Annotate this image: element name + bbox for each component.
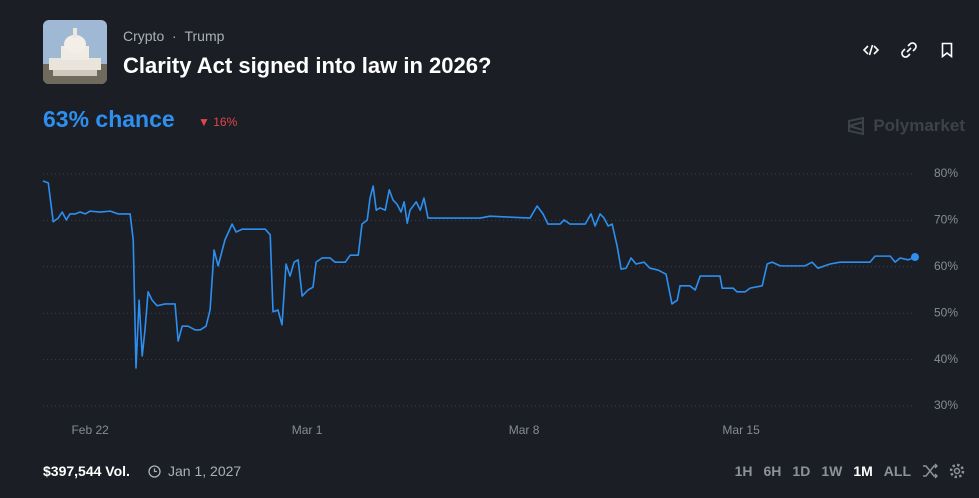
range-button[interactable]: 1M — [853, 463, 873, 479]
tag[interactable]: Trump — [184, 28, 225, 44]
y-tick-label: 50% — [934, 305, 958, 319]
clock-icon — [148, 464, 161, 478]
actions — [863, 42, 955, 58]
range-button[interactable]: 1D — [792, 463, 811, 479]
market-title: Clarity Act signed into law in 2026? — [123, 53, 492, 78]
separator: · — [168, 28, 181, 44]
change-value: 16% — [213, 115, 238, 129]
end-date-text: Jan 1, 2027 — [168, 463, 242, 479]
x-tick-label: Mar 15 — [722, 423, 760, 437]
category[interactable]: Crypto — [123, 28, 165, 44]
brand-name: Polymarket — [873, 116, 965, 135]
range-selector: 1H 6H 1D 1W 1M ALL — [735, 463, 965, 479]
chart: 80% 70% 60% 50% 40% 30% Feb 22 Mar 1 Mar 8 Mar 15 — [42, 166, 958, 437]
y-tick-label: 40% — [934, 352, 958, 366]
down-arrow: ▼ — [198, 115, 214, 129]
change: ▼ 16% — [198, 115, 237, 129]
range-button[interactable]: 1W — [821, 463, 843, 479]
x-tick-label: Mar 8 — [509, 423, 540, 437]
breadcrumb: Crypto · Trump — [123, 28, 224, 44]
range-button[interactable]: 1H — [734, 463, 753, 479]
y-tick-label: 70% — [934, 213, 958, 227]
chance: 63% chance — [43, 106, 175, 132]
y-tick-label: 60% — [934, 259, 958, 273]
bookmark-button[interactable] — [939, 42, 955, 58]
embed-button[interactable] — [863, 42, 879, 58]
range-button[interactable]: 6H — [763, 463, 782, 479]
brand-logo — [848, 117, 865, 135]
volume: $397,544 Vol. — [43, 463, 130, 479]
brand: Polymarket — [847, 116, 965, 136]
price-line — [42, 180, 916, 369]
y-tick-label: 80% — [934, 166, 958, 180]
x-tick-label: Mar 1 — [292, 423, 323, 437]
y-tick-label: 30% — [934, 398, 958, 412]
x-tick-label: Feb 22 — [71, 423, 109, 437]
last-point — [911, 253, 919, 262]
end-date: Jan 1, 2027 — [148, 463, 241, 479]
range-button[interactable]: ALL — [883, 463, 911, 479]
settings-button[interactable] — [949, 463, 965, 479]
market-image — [43, 20, 107, 84]
link-button[interactable] — [901, 42, 917, 58]
shuffle-button[interactable] — [922, 463, 938, 479]
capitol-icon — [43, 20, 107, 84]
